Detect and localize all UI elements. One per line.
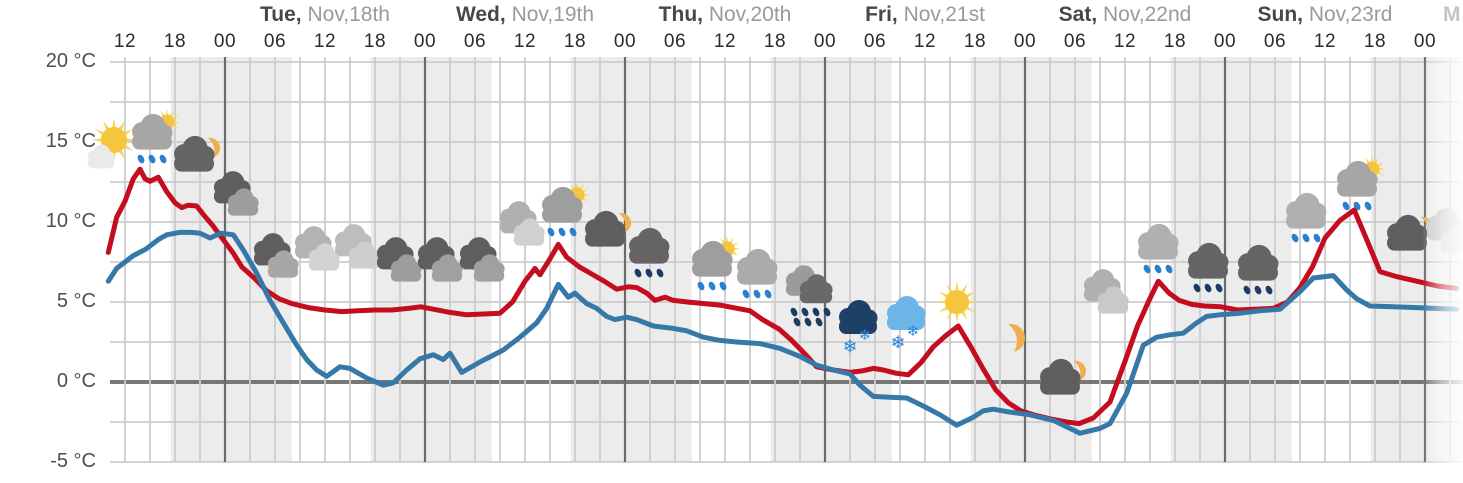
blue-temperature-line <box>105 229 1460 436</box>
day-name: M <box>1443 3 1461 26</box>
night-band <box>970 57 1092 462</box>
hour-tick-label: 18 <box>963 31 987 52</box>
day-date: Nov,22nd <box>1097 3 1192 26</box>
night-band <box>770 57 892 462</box>
day-name: Thu, <box>658 3 703 26</box>
hour-tick-label: 12 <box>113 31 137 52</box>
day-label: Thu, Nov,20th <box>659 4 792 25</box>
weather-icon-cloud-rain <box>1238 244 1279 295</box>
svg-text:❄: ❄ <box>859 326 872 344</box>
weather-icon-two-clouds <box>1083 269 1129 314</box>
right-fade <box>1422 50 1463 483</box>
day-label: M <box>1443 4 1461 25</box>
hour-tick-label: 12 <box>913 31 937 52</box>
weather-icon-two-clouds <box>334 224 380 269</box>
day-date: Nov,21st <box>897 3 985 26</box>
weather-icon-sun-cloud <box>87 118 136 169</box>
hour-tick-label: 18 <box>763 31 787 52</box>
y-axis-label: -5 °C <box>50 450 96 472</box>
hour-tick-label: 12 <box>313 31 337 52</box>
weather-icon-moon <box>1008 324 1025 352</box>
weather-icon-cloud-snow: ❄❄ <box>839 300 878 358</box>
hour-tick-label: 06 <box>1063 31 1087 52</box>
y-axis-label: 15 °C <box>45 130 96 152</box>
weather-icon-cloud-rain-heavy <box>785 265 833 327</box>
weather-icon-two-clouds <box>459 237 505 282</box>
y-axis-label: 10 °C <box>45 210 96 232</box>
day-name: Wed, <box>455 3 506 26</box>
day-date: Nov,20th <box>703 3 792 26</box>
weather-icon-cloud-sun-rain <box>542 181 591 237</box>
hour-tick-label: 18 <box>363 31 387 52</box>
weather-icon-cloud-rain <box>1188 242 1229 293</box>
weather-icon-cloud-rain <box>1138 223 1179 274</box>
svg-text:❄: ❄ <box>842 337 857 358</box>
weather-icon-cloud-moon <box>1040 358 1086 395</box>
hour-tick-label: 00 <box>613 31 637 52</box>
weather-icon-two-clouds <box>253 233 299 278</box>
hour-tick-label: 18 <box>563 31 587 52</box>
hour-tick-label: 06 <box>863 31 887 52</box>
hour-tick-label: 18 <box>163 31 187 52</box>
day-label: Wed, Nov,19th <box>456 4 594 25</box>
red-temperature-line <box>105 166 1460 427</box>
hour-tick-label: 00 <box>1213 31 1237 52</box>
weather-icon-two-clouds <box>499 201 545 246</box>
day-label: Sat, Nov,22nd <box>1059 4 1192 25</box>
weather-icon-cloud-moon <box>174 135 220 172</box>
day-name: Fri, <box>865 3 898 26</box>
weather-icon-two-clouds <box>213 171 259 216</box>
hour-tick-label: 06 <box>463 31 487 52</box>
weather-icon-cloud-snow: ❄❄ <box>887 296 926 354</box>
day-date: Nov,23rd <box>1303 3 1393 26</box>
y-axis-label: 20 °C <box>45 50 96 72</box>
weather-icon-cloud-moon <box>585 210 631 247</box>
hour-tick-label: 00 <box>213 31 237 52</box>
day-label: Tue, Nov,18th <box>260 4 390 25</box>
y-axis-label: 0 °C <box>56 370 96 392</box>
hour-tick-label: 00 <box>413 31 437 52</box>
hour-tick-label: 06 <box>1263 31 1287 52</box>
hour-tick-label: 18 <box>1163 31 1187 52</box>
day-date: Nov,18th <box>301 3 390 26</box>
y-axis-label: 5 °C <box>56 290 96 312</box>
hour-tick-label: 12 <box>1113 31 1137 52</box>
weather-icon-two-clouds <box>417 237 463 282</box>
day-name: Sat, <box>1058 3 1098 26</box>
hour-tick-label: 18 <box>1363 31 1387 52</box>
weather-icon-two-clouds <box>376 237 422 282</box>
weather-icon-cloud-rain <box>629 227 670 278</box>
hour-tick-label: 06 <box>663 31 687 52</box>
hour-tick-label: 00 <box>1413 31 1437 52</box>
hour-tick-label: 12 <box>513 31 537 52</box>
hour-tick-label: 00 <box>1013 31 1037 52</box>
hour-tick-label: 12 <box>713 31 737 52</box>
weather-icon-sun <box>936 281 978 323</box>
svg-text:❄: ❄ <box>890 333 905 354</box>
weather-icon-cloud-rain <box>1286 192 1327 243</box>
hour-tick-label: 06 <box>263 31 287 52</box>
svg-text:❄: ❄ <box>907 322 920 340</box>
hour-tick-label: 12 <box>1313 31 1337 52</box>
weather-icon-cloud-rain <box>737 248 778 299</box>
day-name: Tue, <box>260 3 302 26</box>
day-name: Sun, <box>1257 3 1304 26</box>
weather-icon-two-clouds <box>294 226 340 271</box>
day-date: Nov,19th <box>505 3 595 26</box>
weather-icon-cloud-sun-rain <box>692 235 741 291</box>
hour-tick-label: 00 <box>813 31 837 52</box>
day-label: Sun, Nov,23rd <box>1258 4 1393 25</box>
day-label: Fri, Nov,21st <box>865 4 985 25</box>
weather-icon-cloud-sun-rain <box>132 108 181 164</box>
